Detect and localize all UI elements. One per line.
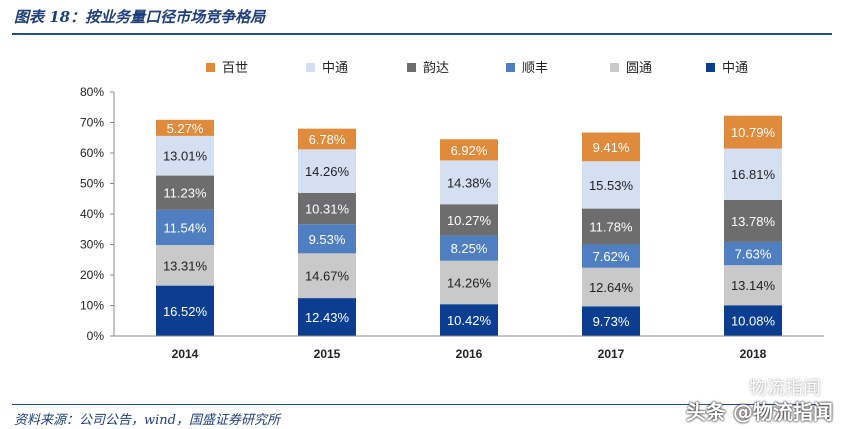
legend-label: 中通 <box>722 61 748 76</box>
bar-segment <box>298 128 356 150</box>
data-label: 10.79% <box>731 125 776 140</box>
legend-swatch <box>206 63 215 72</box>
figure-title: 图表 18：按业务量口径市场竞争格局 <box>14 8 266 26</box>
bar-segment <box>724 241 782 266</box>
bar-segment <box>156 245 214 286</box>
data-label: 14.67% <box>305 269 350 284</box>
bar-segment <box>440 304 498 336</box>
bar-segment <box>440 204 498 236</box>
bar-segment <box>156 285 214 336</box>
bar-segment <box>582 161 640 209</box>
data-label: 16.52% <box>163 304 208 319</box>
data-label: 7.62% <box>593 249 630 264</box>
watermark-secondary: 物流指闻 <box>749 378 821 399</box>
y-tick-label: 80% <box>80 85 104 99</box>
data-label: 11.23% <box>163 186 207 201</box>
data-label: 14.26% <box>305 164 350 179</box>
legend-label: 中通 <box>322 61 348 76</box>
bar-segment <box>440 260 498 305</box>
y-tick-label: 10% <box>80 299 104 313</box>
data-label: 10.08% <box>731 314 776 329</box>
data-label: 8.25% <box>451 241 488 256</box>
legend-swatch <box>506 63 515 72</box>
data-label: 13.31% <box>163 258 208 273</box>
legend-label: 韵达 <box>423 61 449 76</box>
data-label: 6.92% <box>451 143 488 158</box>
x-tick-label: 2016 <box>456 347 483 361</box>
x-tick-label: 2014 <box>172 347 199 361</box>
data-label: 15.53% <box>589 178 634 193</box>
data-label: 14.26% <box>447 275 492 290</box>
x-tick-label: 2017 <box>598 347 625 361</box>
y-tick-label: 70% <box>80 116 104 130</box>
data-label: 12.64% <box>589 280 634 295</box>
legend-swatch <box>306 63 315 72</box>
bar-segment <box>298 192 356 225</box>
stacked-bar-chart: 百世 中通 韵达 顺丰 圆通 中通 0%10%20%30%40%50%60%70%80% … <box>80 61 824 361</box>
legend-label: 百世 <box>222 61 248 76</box>
legend-swatch <box>706 63 715 72</box>
bar-segment <box>440 235 498 261</box>
data-label: 9.73% <box>593 314 630 329</box>
data-label: 10.42% <box>447 313 492 328</box>
bar-segment <box>440 139 498 161</box>
y-tick-label: 60% <box>80 146 104 160</box>
bar-segment <box>156 135 214 176</box>
data-label: 10.31% <box>305 202 350 217</box>
data-label: 11.78% <box>589 220 633 235</box>
legend: 百世 中通 韵达 顺丰 圆通 中通 <box>206 61 748 76</box>
data-label: 10.27% <box>447 213 492 228</box>
bar-segment <box>724 305 782 336</box>
legend-swatch <box>407 63 416 72</box>
data-label: 16.81% <box>731 167 776 182</box>
data-label: 14.38% <box>447 175 492 190</box>
bar-segment <box>298 253 356 299</box>
data-label: 9.41% <box>593 140 630 155</box>
bar-segment <box>298 298 356 336</box>
bar-segment <box>156 119 214 136</box>
bar-segment <box>298 224 356 254</box>
legend-label: 顺丰 <box>522 61 548 76</box>
top-rule <box>12 33 832 35</box>
data-label: 7.63% <box>735 247 772 262</box>
data-label: 13.14% <box>731 278 776 293</box>
data-label: 9.53% <box>309 232 346 247</box>
bar-segment <box>724 148 782 200</box>
bar-segment <box>724 115 782 149</box>
x-tick-label: 2015 <box>314 347 341 361</box>
bar-segment <box>582 208 640 245</box>
data-label: 13.78% <box>731 214 776 229</box>
data-label: 5.27% <box>167 121 204 136</box>
y-axis: 0% 10% 20% 30% 40% 50% 60% 70% 80% <box>80 85 115 343</box>
x-tick-label: 2018 <box>740 347 767 361</box>
y-tick-label: 50% <box>80 177 104 191</box>
y-tick-label: 0% <box>87 329 105 343</box>
bars: 16.52% 13.31% 11.54% 11.23% 13.01% 5.27% 12.43… <box>156 115 782 336</box>
bar-segment <box>156 209 214 246</box>
bar-segment <box>298 149 356 193</box>
data-label: 6.78% <box>309 132 346 147</box>
bar-segment <box>724 265 782 306</box>
bar-segment <box>582 132 640 162</box>
y-tick-label: 20% <box>80 268 104 282</box>
watermark: 头条 @物流指闻 <box>686 400 833 424</box>
x-axis: 2014 2015 2016 2017 2018 <box>114 335 824 361</box>
data-label: 12.43% <box>305 310 350 325</box>
source-note: 资料来源：公司公告，wind，国盛证券研究所 <box>14 413 280 428</box>
y-tick-label: 30% <box>80 238 104 252</box>
bar-segment <box>156 175 214 210</box>
legend-label: 圆通 <box>626 61 652 76</box>
bar-segment <box>582 267 640 307</box>
legend-swatch <box>610 63 619 72</box>
data-label: 13.01% <box>163 149 208 164</box>
bar-segment <box>582 244 640 268</box>
y-tick-label: 40% <box>80 207 104 221</box>
bar-segment <box>582 306 640 336</box>
bar-segment <box>440 160 498 205</box>
data-label: 11.54% <box>163 220 207 235</box>
bar-segment <box>724 199 782 242</box>
bottom-rule <box>12 404 832 405</box>
